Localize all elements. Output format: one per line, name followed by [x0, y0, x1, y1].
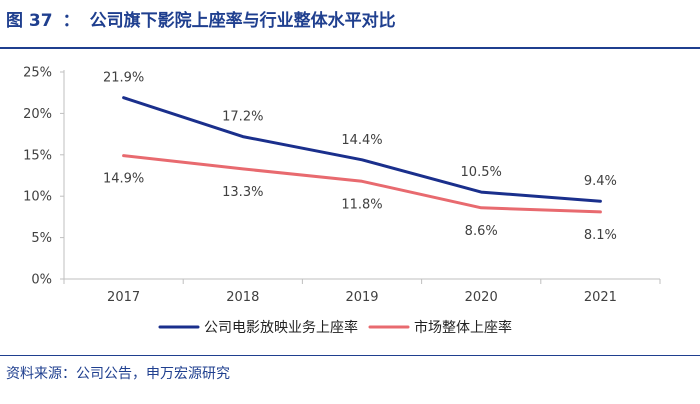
data-label: 9.4% [584, 174, 617, 189]
y-tick-label: 15% [23, 148, 52, 163]
title-divider [0, 47, 700, 49]
data-label: 14.4% [341, 133, 382, 148]
y-tick-label: 0% [31, 273, 52, 288]
legend-label-2: 市场整体上座率 [414, 319, 512, 336]
x-tick-label: 2018 [226, 290, 259, 305]
series-line-1 [122, 96, 602, 203]
y-tick-label: 10% [23, 190, 52, 205]
y-tick-label: 25% [23, 66, 52, 81]
chart-data-labels: 21.9% 17.2% 14.4% 10.5% 9.4% 14.9% 13.3% 11.8% 8… [103, 71, 617, 243]
y-tick-label: 5% [31, 231, 52, 246]
source-note: 资料来源：公司公告，申万宏源研究 [6, 366, 230, 382]
x-tick-label: 2020 [465, 290, 498, 305]
figure-title-text: 公司旗下影院上座率与行业整体水平对比 [89, 11, 396, 31]
x-tick-label: 2017 [107, 290, 140, 305]
legend-label-1: 公司电影放映业务上座率 [204, 319, 358, 336]
x-tick-label: 2021 [584, 290, 617, 305]
chart-axes: 0% 5% 10% 15% 20% 25% 2017 2018 2019 2020 2021 [23, 66, 661, 305]
figure-label: 图 37 [6, 11, 53, 31]
data-label: 17.2% [222, 110, 263, 125]
chart-series [122, 96, 602, 214]
source-divider [0, 355, 700, 356]
y-tick-label: 20% [23, 107, 52, 122]
x-tick-label: 2019 [345, 290, 378, 305]
chart-legend: 公司电影放映业务上座率 市场整体上座率 [158, 319, 512, 336]
data-label: 8.1% [584, 228, 617, 243]
data-label: 21.9% [103, 71, 144, 86]
data-label: 13.3% [222, 185, 263, 200]
data-label: 11.8% [341, 197, 382, 212]
data-label: 14.9% [103, 172, 144, 187]
data-label: 8.6% [465, 224, 498, 239]
figure-title: 图 37 ： 公司旗下影院上座率与行业整体水平对比 [6, 8, 396, 34]
series-line-2 [122, 154, 602, 214]
figure-title-separator: ： [62, 11, 80, 31]
data-label: 10.5% [461, 165, 502, 180]
